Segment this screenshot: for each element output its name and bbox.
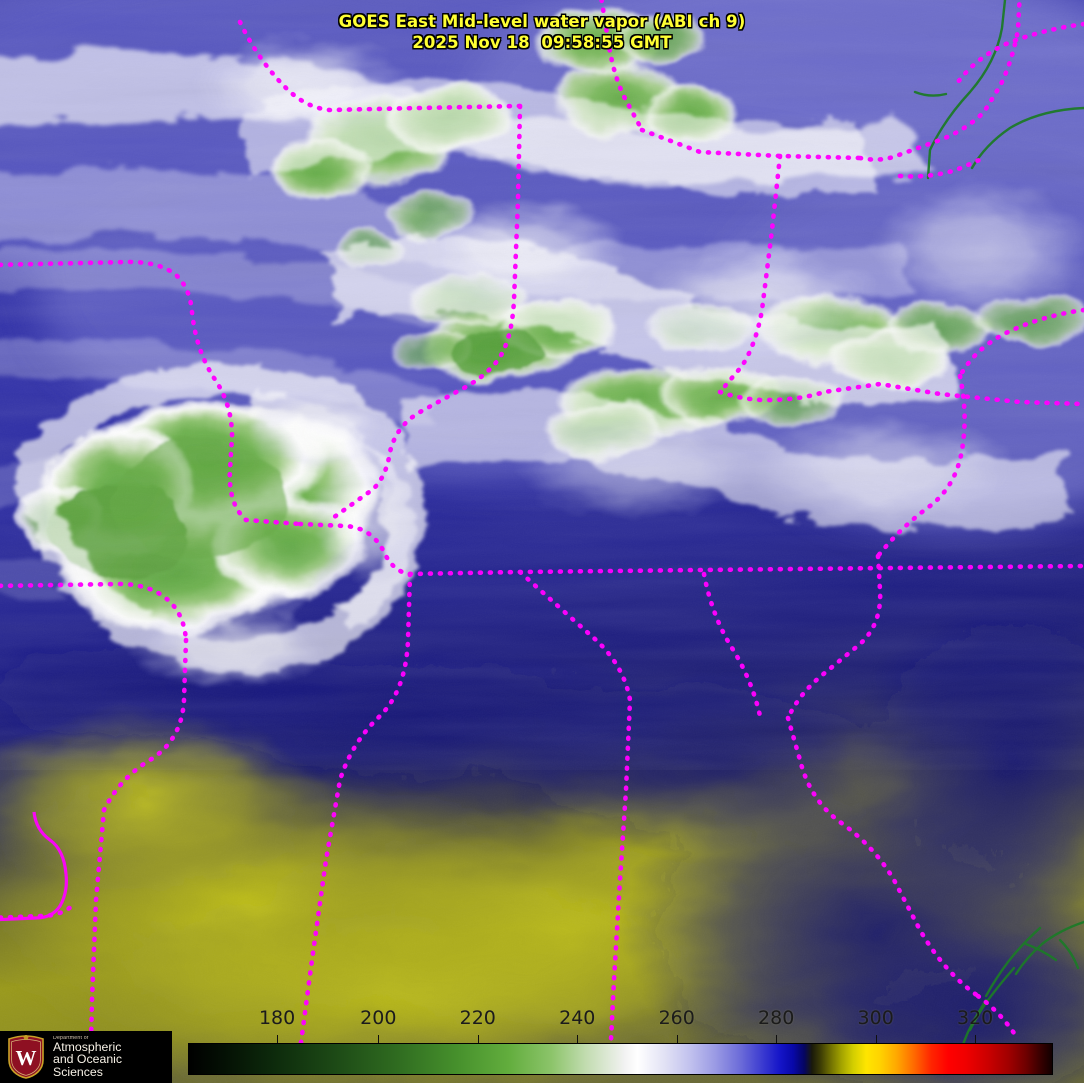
uw-crest-icon: W [3,1034,49,1080]
colorbar-tick [875,1035,877,1043]
colorbar-tick-label: 320 [957,1007,994,1029]
colorbar-tick-label: 280 [758,1007,795,1029]
uw-aos-logo: W Department of Atmospheric and Oceanic … [0,1031,172,1083]
colorbar-tick-label: 260 [658,1007,695,1029]
logo-department-line: Department of [53,1035,89,1041]
colorbar-tick-label: 220 [459,1007,496,1029]
colorbar-tick-label: 180 [258,1007,296,1029]
logo-line-2: and Oceanic Sciences [53,1052,123,1079]
colorbar-tick [577,1035,579,1043]
colorbar-tick-label: 200 [360,1007,397,1029]
colorbar-tick [975,1035,977,1043]
colorbar-tick [776,1035,778,1043]
colorbar-tick [378,1035,380,1043]
colorbar-tick [676,1035,678,1043]
colorbar-tick-label: 240 [559,1007,596,1029]
colorbar-tick [477,1035,479,1043]
colorbar-tick-label: 300 [857,1007,894,1029]
colorbar-gradient [188,1043,1053,1075]
crest-letter: W [16,1046,37,1070]
colorbar: 180 200 220 240 260 280 300 320 [188,1007,1053,1075]
logo-line-1: Atmospheric [53,1039,122,1054]
colorbar-tick [277,1035,279,1043]
